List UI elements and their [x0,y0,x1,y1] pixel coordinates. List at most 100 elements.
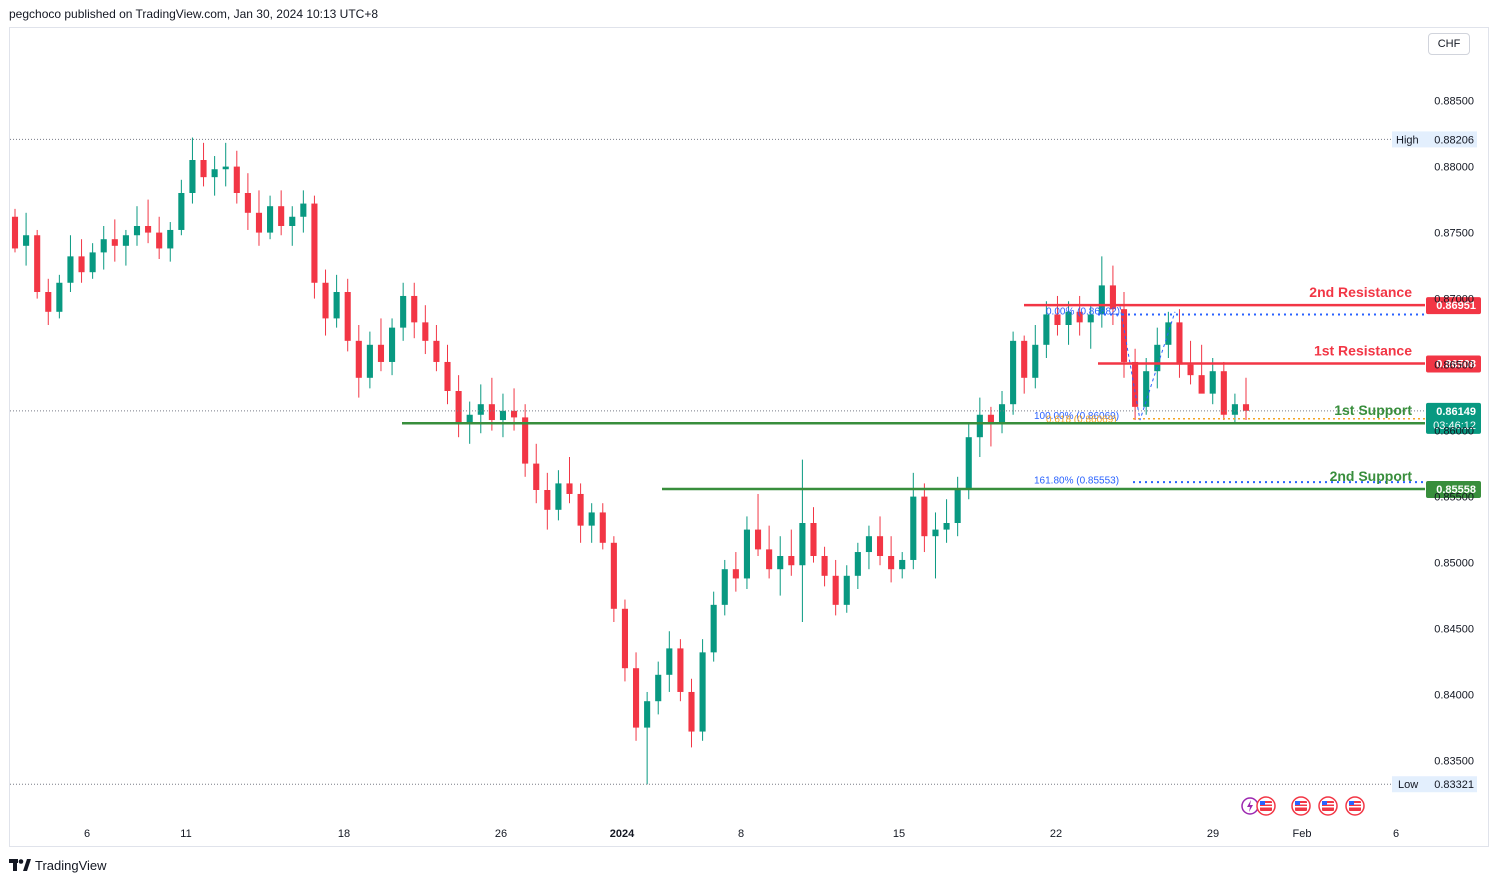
candle-body [544,490,551,510]
price-axis: 0.88500 0.88000 0.87500 0.87000 0.86500 0.860… [1434,96,1474,768]
y-tick-label: 0.86500 [1434,360,1474,372]
candle-body [278,206,285,226]
candle-body [200,160,207,178]
candle-body [311,203,318,283]
candle [1242,377,1250,421]
candle [145,199,152,244]
level-price-text: 0.85558 [1436,484,1476,496]
candle-body [666,648,673,675]
candle [1087,305,1094,349]
candle-body [754,529,762,550]
candle [200,142,207,187]
candle [133,206,141,246]
candle [677,639,684,702]
tradingview-logo[interactable]: TradingView [9,856,107,874]
candle [178,179,185,236]
candle-body [998,404,1006,424]
high-value: 0.88206 [1434,134,1474,146]
candle-body [821,556,828,576]
candle-body [333,292,340,319]
candle-body [156,232,163,249]
level-label: 2nd Resistance [1309,284,1412,300]
candle [699,639,706,741]
candle-body [832,575,839,605]
candle [167,222,174,262]
candle [998,391,1006,434]
candle [89,243,96,279]
candle-body [511,410,518,418]
tradingview-logo-icon [9,859,31,871]
candle-body [89,252,96,273]
us-flag-event-icon[interactable] [1291,796,1311,816]
candle-body [910,496,917,560]
current-price-badge [1426,402,1481,434]
candle [766,525,773,579]
x-tick-label: 29 [1207,828,1219,840]
candle [544,472,551,530]
candle [599,503,606,550]
lightning-event-icon[interactable] [1241,797,1259,815]
fib-label: 100.00% (0.86069) [1034,411,1119,422]
level-price-badge [1426,355,1481,373]
candle-body [1054,314,1061,325]
us-flag-event-icon[interactable] [1256,796,1276,816]
level-label: 1st Resistance [1314,343,1412,359]
candle [743,516,750,589]
tradingview-logo-text: TradingView [35,857,107,873]
candle [1143,358,1150,415]
level-label: 2nd Support [1330,468,1413,484]
candle [865,525,872,570]
candle-body [1231,404,1238,415]
x-tick-label: 15 [893,828,905,840]
candle [688,678,695,748]
candle [389,318,396,376]
candle [888,536,895,583]
candle-body [899,559,906,570]
candle [333,274,340,328]
candle-body [943,523,950,530]
candle-body [400,295,407,328]
candle-body [599,512,606,543]
candle-body [499,410,507,421]
y-tick-label: 0.88000 [1434,162,1474,174]
candle [1098,256,1105,328]
high-badge [1392,131,1477,148]
candle-body [488,404,495,421]
candle-body [444,361,451,391]
candle [355,325,362,398]
candle [156,216,163,259]
candle [1065,301,1072,345]
candle [876,516,884,566]
candle-body [233,166,240,193]
candle-body [56,282,63,312]
candle [222,142,229,187]
candle [433,325,440,372]
candle-body [743,529,750,579]
us-flag-event-icon[interactable] [1345,796,1365,816]
x-tick-label: 22 [1050,828,1062,840]
candle-body [1120,309,1128,362]
candle-body [1209,371,1216,394]
candle [255,190,263,246]
us-flag-event-icon[interactable] [1318,796,1338,816]
candle [400,282,407,341]
candle-body [145,226,152,233]
candle [788,529,795,576]
candle [1198,344,1205,394]
candle [278,190,285,236]
currency-button[interactable]: CHF [1428,33,1470,55]
candle [610,536,617,622]
candle-body [1143,371,1150,407]
candle [1109,265,1116,325]
y-tick-label: 0.84000 [1434,690,1474,702]
countdown-text: 03:46:12 [1433,420,1476,432]
candle [522,404,529,477]
candle-body [555,483,562,510]
candle [311,195,318,299]
candle [533,443,540,504]
candle [732,552,739,592]
candle-body [167,229,174,249]
level-support: 2nd Support 0.85558 [662,468,1481,498]
